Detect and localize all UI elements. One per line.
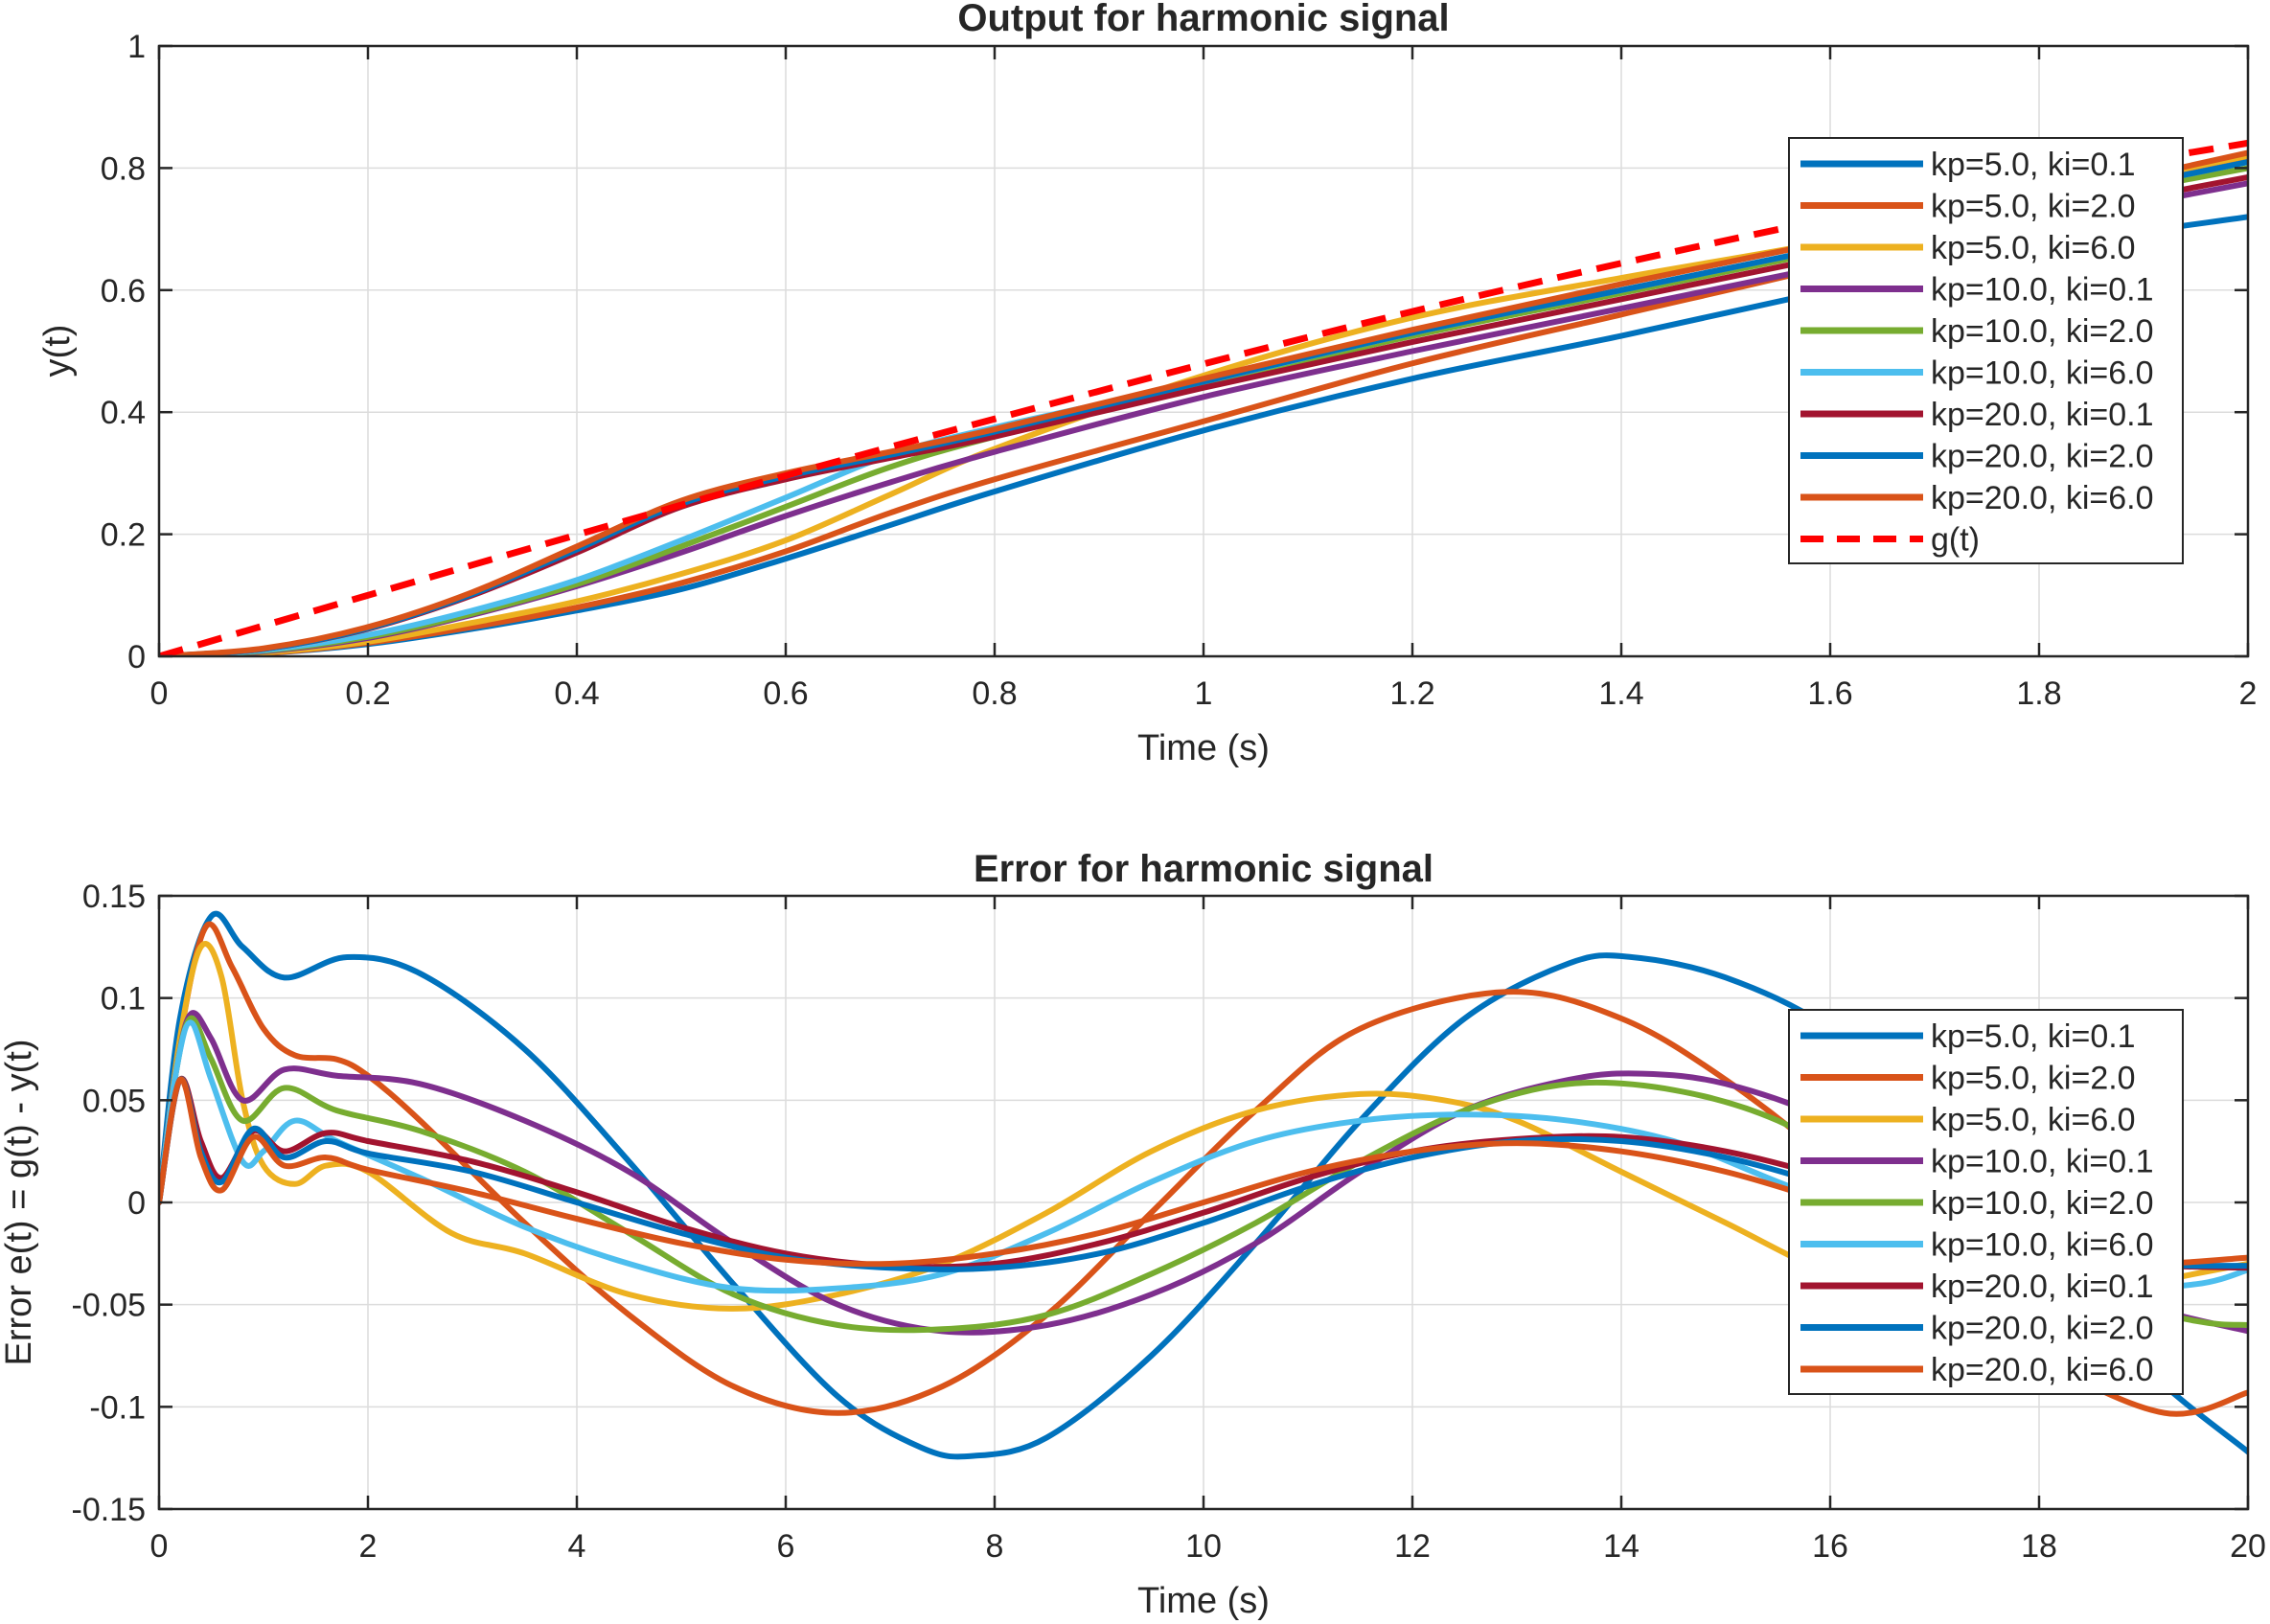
error-chart-ytick-label: -0.05	[72, 1288, 147, 1324]
error-chart-ytick-label: 0.15	[82, 879, 146, 915]
error-chart-legend-label: kp=10.0, ki=6.0	[1931, 1227, 2154, 1264]
output-chart-xtick-label: 0	[150, 675, 169, 712]
error-chart-legend-label: kp=5.0, ki=2.0	[1931, 1061, 2136, 1097]
error-chart-xtick-label: 14	[1603, 1528, 1639, 1565]
output-chart-xtick-label: 1.8	[2016, 675, 2061, 712]
output-chart-ytick-label: 0	[127, 639, 146, 675]
output-chart-xtick-label: 0.8	[972, 675, 1017, 712]
error-chart-legend-label: kp=5.0, ki=0.1	[1931, 1018, 2136, 1055]
output-chart-xlabel: Time (s)	[1137, 728, 1270, 768]
output-chart-ytick-label: 0.2	[101, 517, 146, 554]
error-chart-xtick-label: 10	[1185, 1528, 1222, 1565]
output-chart-xtick-label: 1.6	[1807, 675, 1852, 712]
output-chart-legend: kp=5.0, ki=0.1 kp=5.0, ki=2.0 kp=5.0, ki=6…	[1788, 137, 2184, 564]
error-chart-legend-label: kp=5.0, ki=6.0	[1931, 1102, 2136, 1138]
error-chart-ytick-label: -0.15	[72, 1492, 147, 1528]
output-chart-legend-label: kp=10.0, ki=2.0	[1931, 313, 2154, 350]
output-chart-legend-label: kp=5.0, ki=2.0	[1931, 189, 2136, 225]
output-chart-legend-label: g(t)	[1931, 522, 1980, 559]
error-chart-xtick-label: 16	[1812, 1528, 1848, 1565]
error-chart-legend-label: kp=20.0, ki=0.1	[1931, 1269, 2154, 1305]
error-chart-xtick-label: 20	[2230, 1528, 2266, 1565]
output-chart-xtick-label: 1	[1195, 675, 1213, 712]
output-chart-legend-label: kp=10.0, ki=6.0	[1931, 355, 2154, 392]
error-chart-xtick-label: 2	[359, 1528, 378, 1565]
error-chart-ytick-label: 0.1	[101, 981, 146, 1018]
error-chart-ytick-label: 0	[127, 1185, 146, 1222]
output-chart-ylabel: y(t)	[37, 325, 78, 377]
output-chart-xtick-label: 0.2	[345, 675, 390, 712]
output-chart-ytick-label: 0.8	[101, 150, 146, 187]
error-chart-legend-label: kp=10.0, ki=2.0	[1931, 1185, 2154, 1222]
error-chart-ylabel: Error e(t) = g(t) - y(t)	[0, 1040, 39, 1366]
error-chart: Error for harmonic signal 0 2 4 6 8 10 12 14 16 1…	[0, 848, 2266, 1621]
output-chart-legend-label: kp=10.0, ki=0.1	[1931, 272, 2154, 309]
output-chart: Output for harmonic signal 0 0.2 0.4 0.6 0.8…	[37, 0, 2257, 768]
error-chart-legend-label: kp=20.0, ki=2.0	[1931, 1311, 2154, 1347]
error-chart-xlabel: Time (s)	[1137, 1581, 1270, 1621]
error-chart-legend-label: kp=20.0, ki=6.0	[1931, 1352, 2154, 1388]
output-chart-ytick-label: 0.6	[101, 273, 146, 309]
output-chart-xtick-label: 2	[2239, 675, 2258, 712]
error-chart-ytick-label: -0.1	[89, 1389, 146, 1426]
output-chart-legend-label: kp=20.0, ki=0.1	[1931, 397, 2154, 433]
output-chart-ytick-label: 1	[127, 29, 146, 65]
error-chart-xtick-label: 8	[986, 1528, 1004, 1565]
output-chart-legend-label: kp=20.0, ki=6.0	[1931, 480, 2154, 516]
output-chart-legend-label: kp=5.0, ki=0.1	[1931, 147, 2136, 183]
output-chart-ticks: 0 0.2 0.4 0.6 0.8 1 1.2 1.4 1.6 1.8 2 0 0.2 0.4 0.6 0.8…	[101, 29, 2258, 712]
output-chart-xtick-label: 0.6	[763, 675, 808, 712]
output-chart-legend-label: kp=20.0, ki=2.0	[1931, 439, 2154, 475]
output-chart-ytick-label: 0.4	[101, 395, 146, 431]
output-chart-xtick-label: 1.4	[1598, 675, 1643, 712]
error-chart-legend: kp=5.0, ki=0.1 kp=5.0, ki=2.0 kp=5.0, ki=6…	[1788, 1009, 2184, 1395]
output-chart-legend-label: kp=5.0, ki=6.0	[1931, 230, 2136, 266]
error-chart-xtick-label: 4	[568, 1528, 586, 1565]
output-chart-title: Output for harmonic signal	[957, 0, 1449, 39]
error-chart-xtick-label: 0	[150, 1528, 169, 1565]
error-chart-xtick-label: 12	[1394, 1528, 1431, 1565]
error-chart-ticks: 0 2 4 6 8 10 12 14 16 18 20 -0.15 -0.1 -0.05 0 0.05 0.1 0…	[72, 879, 2266, 1565]
output-chart-xtick-label: 0.4	[554, 675, 599, 712]
error-chart-xtick-label: 18	[2021, 1528, 2057, 1565]
error-chart-title: Error for harmonic signal	[974, 848, 1433, 890]
error-chart-ytick-label: 0.05	[82, 1083, 146, 1119]
error-chart-xtick-label: 6	[777, 1528, 795, 1565]
output-chart-xtick-label: 1.2	[1389, 675, 1434, 712]
error-chart-legend-label: kp=10.0, ki=0.1	[1931, 1144, 2154, 1180]
